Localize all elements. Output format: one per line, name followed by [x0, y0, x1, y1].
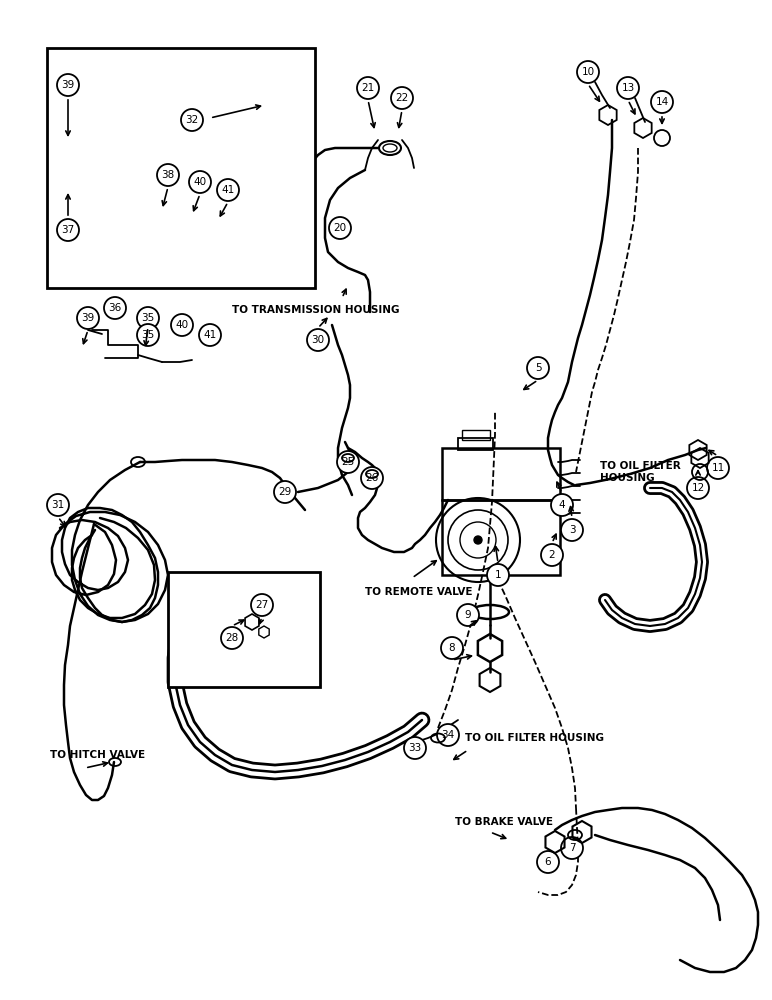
Text: TO BRAKE VALVE: TO BRAKE VALVE [455, 817, 553, 827]
Circle shape [707, 457, 729, 479]
Text: 26: 26 [365, 473, 378, 483]
Text: 10: 10 [581, 67, 594, 77]
Circle shape [57, 74, 79, 96]
Text: TO OIL FILTER
HOUSING: TO OIL FILTER HOUSING [600, 461, 681, 483]
Text: 14: 14 [655, 97, 669, 107]
Circle shape [329, 217, 351, 239]
Circle shape [57, 219, 79, 241]
Text: 34: 34 [442, 730, 455, 740]
Circle shape [561, 837, 583, 859]
Bar [442, 500, 560, 575]
Text: 12: 12 [692, 483, 705, 493]
Circle shape [437, 724, 459, 746]
Text: 41: 41 [222, 185, 235, 195]
Circle shape [157, 164, 179, 186]
Circle shape [487, 564, 509, 586]
Text: 6: 6 [545, 857, 551, 867]
Text: 4: 4 [559, 500, 565, 510]
Circle shape [251, 594, 273, 616]
Circle shape [47, 494, 69, 516]
Text: 9: 9 [465, 610, 472, 620]
Circle shape [577, 61, 599, 83]
Circle shape [171, 314, 193, 336]
Circle shape [617, 77, 639, 99]
Circle shape [137, 307, 159, 329]
Circle shape [199, 324, 221, 346]
Text: TO REMOTE VALVE: TO REMOTE VALVE [365, 587, 472, 597]
Text: 30: 30 [311, 335, 324, 345]
Text: 32: 32 [185, 115, 198, 125]
Text: 33: 33 [408, 743, 422, 753]
Circle shape [104, 297, 126, 319]
Text: 37: 37 [62, 225, 75, 235]
Text: 38: 38 [161, 170, 174, 180]
Circle shape [441, 637, 463, 659]
Text: 41: 41 [203, 330, 217, 340]
Circle shape [274, 481, 296, 503]
Circle shape [404, 737, 426, 759]
Circle shape [137, 324, 159, 346]
Text: 11: 11 [711, 463, 725, 473]
Circle shape [687, 477, 709, 499]
Text: 20: 20 [334, 223, 347, 233]
Text: 13: 13 [621, 83, 635, 93]
Circle shape [551, 494, 573, 516]
Circle shape [561, 519, 583, 541]
Text: 1: 1 [495, 570, 501, 580]
Text: 7: 7 [569, 843, 575, 853]
Text: 39: 39 [81, 313, 95, 323]
Text: 22: 22 [395, 93, 408, 103]
Circle shape [474, 536, 482, 544]
Text: 40: 40 [175, 320, 188, 330]
Bar [458, 438, 493, 450]
Circle shape [361, 467, 383, 489]
Text: 21: 21 [361, 83, 374, 93]
Circle shape [221, 627, 243, 649]
Text: 28: 28 [225, 633, 239, 643]
Text: TO HITCH VALVE: TO HITCH VALVE [50, 750, 145, 760]
Circle shape [651, 91, 673, 113]
Circle shape [541, 544, 563, 566]
Circle shape [181, 109, 203, 131]
Text: 25: 25 [341, 457, 354, 467]
Text: 3: 3 [569, 525, 575, 535]
Circle shape [217, 179, 239, 201]
Circle shape [537, 851, 559, 873]
Text: TO OIL FILTER HOUSING: TO OIL FILTER HOUSING [465, 733, 604, 743]
Circle shape [527, 357, 549, 379]
Text: 40: 40 [194, 177, 207, 187]
Text: TO TRANSMISSION HOUSING: TO TRANSMISSION HOUSING [232, 305, 399, 315]
Text: 35: 35 [141, 330, 154, 340]
Text: 5: 5 [535, 363, 541, 373]
Circle shape [391, 87, 413, 109]
Text: 39: 39 [62, 80, 75, 90]
Text: 8: 8 [449, 643, 455, 653]
Bar [47, 48, 315, 288]
Bar [168, 572, 320, 687]
Text: 31: 31 [52, 500, 65, 510]
Bar [442, 448, 560, 500]
Bar [462, 430, 490, 440]
Circle shape [357, 77, 379, 99]
Circle shape [337, 451, 359, 473]
Text: 2: 2 [549, 550, 555, 560]
Text: 29: 29 [279, 487, 292, 497]
Text: 27: 27 [256, 600, 269, 610]
Circle shape [307, 329, 329, 351]
Circle shape [77, 307, 99, 329]
Circle shape [189, 171, 211, 193]
Text: 36: 36 [108, 303, 122, 313]
Text: 35: 35 [141, 313, 154, 323]
Circle shape [457, 604, 479, 626]
